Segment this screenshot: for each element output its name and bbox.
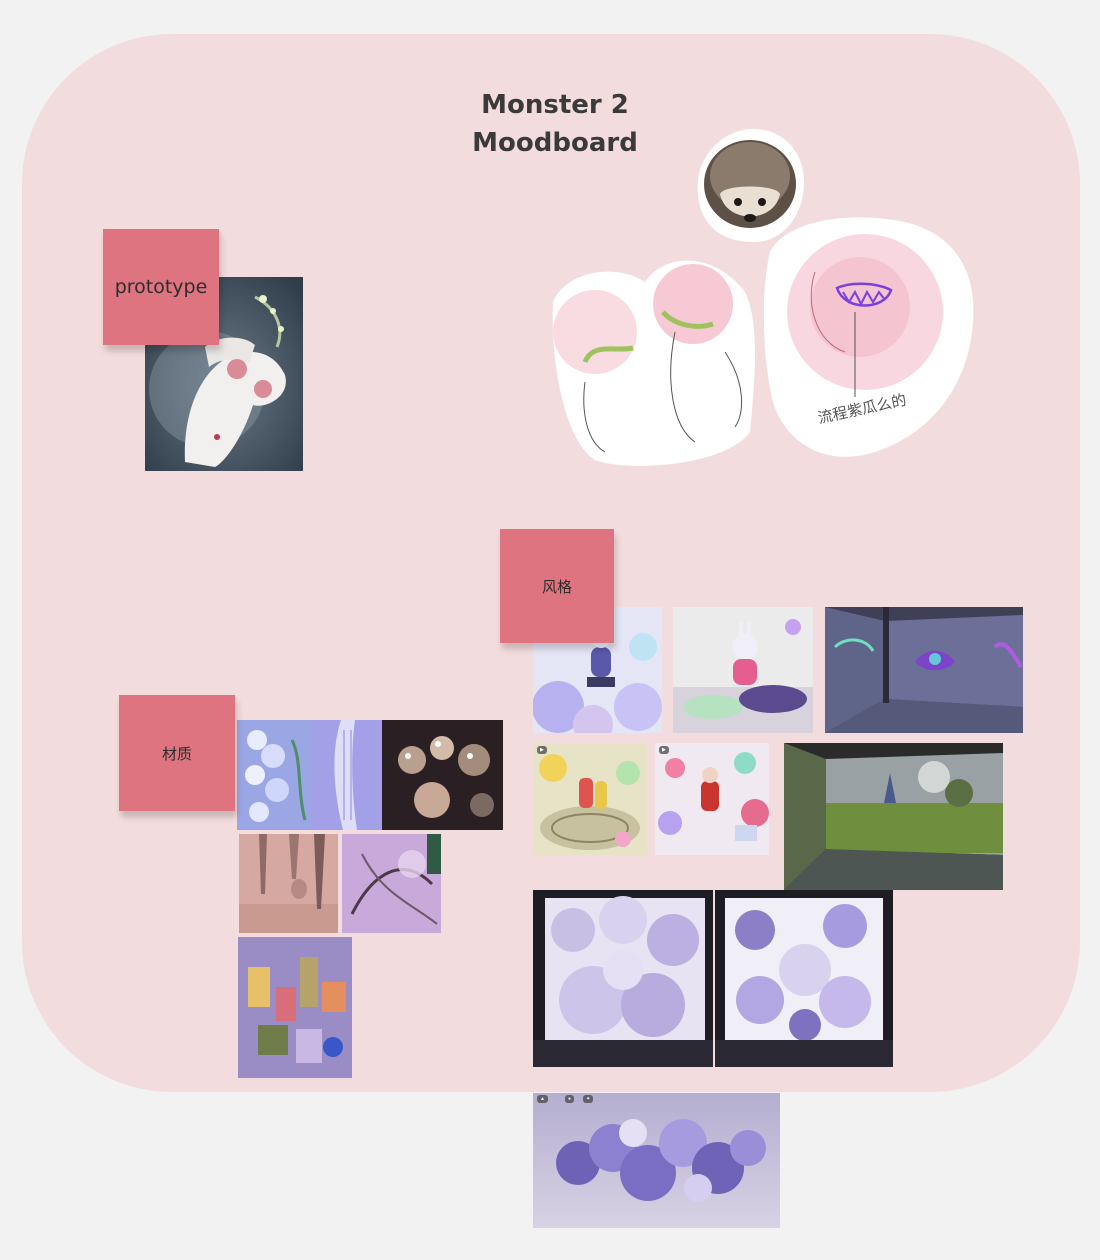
image-candy-character-scene-2[interactable]: ▶ [655, 743, 769, 855]
sticky-note-prototype[interactable]: prototype [103, 229, 219, 345]
board-title: Monster 2 Moodboard [0, 86, 1100, 162]
image-hedgehog[interactable] [690, 124, 810, 244]
sticky-note-label: 材质 [161, 744, 192, 763]
image-projection-landscape-room[interactable] [784, 743, 1003, 890]
image-cloud-sculpture-box-1[interactable] [533, 890, 713, 1067]
image-immersive-projection-room[interactable] [825, 607, 1023, 733]
image-candy-character-scene-1[interactable]: ▶ [533, 743, 647, 855]
image-badge: ▲ [537, 1095, 548, 1103]
image-badge: ▶ [537, 746, 547, 754]
image-badge: ▶ [659, 746, 669, 754]
image-lavender-character-scene[interactable] [533, 607, 662, 733]
title-line-2: Moodboard [472, 128, 638, 158]
image-chrome-bubble-render[interactable] [382, 720, 503, 830]
image-iridescent-curve-render[interactable] [342, 834, 441, 933]
image-badge: ● [565, 1095, 575, 1103]
image-glass-flower-render[interactable] [237, 720, 311, 830]
image-bunny-character-room[interactable] [673, 607, 813, 733]
image-flower-cluster-sculpture[interactable]: ▲ ● ✦ [533, 1093, 780, 1228]
image-toy-city-render[interactable] [238, 937, 352, 1078]
sticky-note-label: 风格 [541, 577, 572, 596]
image-badge: ✦ [583, 1095, 594, 1103]
image-cloud-sculpture-box-2[interactable] [715, 890, 893, 1067]
image-glass-tube-render[interactable] [311, 720, 382, 830]
title-line-1: Monster 2 [481, 90, 629, 120]
sticky-note-label: prototype [114, 276, 208, 298]
sticky-note-material[interactable]: 材质 [119, 695, 235, 811]
sticky-note-style[interactable]: 风格 [500, 529, 614, 643]
image-monster-sketch[interactable]: 流程紫瓜么的 [545, 212, 977, 470]
image-pink-stalactite-render[interactable] [239, 834, 338, 933]
